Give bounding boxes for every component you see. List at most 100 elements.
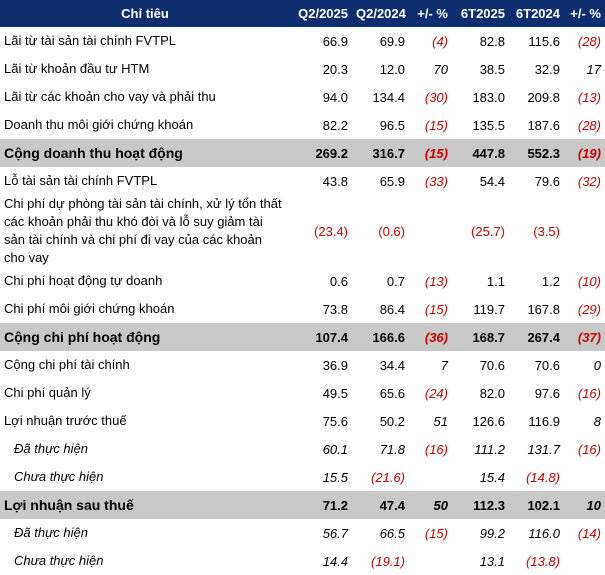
header-label: Chỉ tiêu	[0, 0, 290, 27]
cell-half-change: (28)	[577, 117, 601, 133]
cell-q2-2025: 71.2	[290, 491, 352, 519]
row-label: Lợi nhuận sau thuế	[0, 491, 290, 519]
cell-q2-2025: 43.8	[322, 173, 348, 189]
cell-half-change	[564, 463, 605, 491]
cell-half-change: (10)	[577, 273, 601, 289]
cell-q2-2024: 0.7	[386, 273, 405, 289]
cell-q2-2025: 73.8	[322, 301, 348, 317]
cell-half-change: (29)	[577, 301, 601, 317]
cell-6t2024: 267.4	[509, 323, 564, 351]
cell-half-change	[564, 195, 605, 267]
header-6t2024: 6T2024	[509, 0, 564, 27]
cell-6t2024: 115.6	[528, 33, 560, 49]
cell-half-change: 0	[593, 357, 601, 373]
cell-6t2024: (14.8)	[526, 469, 560, 485]
cell-q2-2025: 14.4	[322, 553, 348, 569]
cell-q2-2024: (0.6)	[378, 223, 405, 239]
cell-q2-2024: 65.6	[379, 385, 405, 401]
cell-q2-2024: 34.4	[379, 357, 405, 373]
cell-q2-2024: 316.7	[352, 139, 409, 167]
cell-6t2025: 15.4	[479, 469, 505, 485]
cell-q2-2025: 36.9	[322, 357, 348, 373]
cell-6t2024: (3.5)	[533, 223, 560, 239]
table-row: Lãi từ các khoản cho vay và phải thu 94.…	[0, 83, 605, 111]
cell-6t2025: 112.3	[452, 491, 509, 519]
cell-half-change: (14)	[577, 525, 601, 541]
cell-6t2025: 447.8	[452, 139, 509, 167]
cell-q2-2025: 269.2	[290, 139, 352, 167]
cell-q2-2025: 82.2	[322, 117, 348, 133]
cell-6t2024: 32.9	[534, 61, 560, 77]
row-label: Doanh thu môi giới chứng khoán	[4, 117, 194, 132]
cell-q2-2025: 0.6	[329, 273, 348, 289]
cell-quarter-change: (30)	[424, 89, 448, 105]
table-row: Đã thực hiện 60.1 71.8 (16) 111.2 131.7 …	[0, 435, 605, 463]
cell-quarter-change	[409, 195, 452, 267]
cell-q2-2024: 66.5	[379, 525, 405, 541]
cell-6t2024: 167.8	[527, 301, 560, 317]
cell-q2-2025: 75.6	[322, 413, 348, 429]
cell-q2-2024: (19.1)	[371, 553, 405, 569]
cell-q2-2024: 50.2	[379, 413, 405, 429]
cell-6t2024: 131.7	[527, 441, 560, 457]
cell-6t2025: 1.1	[486, 273, 505, 289]
row-label: Cộng chi phí hoạt động	[0, 323, 290, 351]
table-row: Chi phí quản lý 49.5 65.6 (24) 82.0 97.6…	[0, 379, 605, 407]
table-row: Chi phí dự phòng tài sản tài chính, xử l…	[0, 195, 605, 267]
row-label: Chi phí hoạt động tự doanh	[4, 273, 163, 288]
cell-quarter-change: (15)	[424, 301, 448, 317]
cell-q2-2025: 66.9	[322, 33, 348, 49]
cell-6t2025: 82.8	[479, 33, 505, 49]
cell-6t2025: 126.6	[472, 413, 505, 429]
cell-quarter-change: (15)	[424, 525, 448, 541]
cell-half-change: 10	[564, 491, 605, 519]
cell-6t2025: 38.5	[479, 61, 505, 77]
cell-q2-2025: 49.5	[322, 385, 348, 401]
cell-6t2024: 79.6	[534, 173, 560, 189]
cell-q2-2024: 96.5	[379, 117, 405, 133]
cell-6t2024: 187.6	[527, 117, 560, 133]
table-row: Lỗ tài sản tài chính FVTPL 43.8 65.9 (33…	[0, 167, 605, 195]
table-row: Lãi từ tài sản tài chính FVTPL 66.9 69.9…	[0, 27, 605, 55]
cell-q2-2025: 94.0	[322, 89, 348, 105]
header-q2-2024: Q2/2024	[352, 0, 409, 27]
row-label: Chưa thực hiện	[14, 469, 104, 484]
cell-6t2025: 13.1	[479, 553, 505, 569]
cell-q2-2024: 12.0	[379, 61, 405, 77]
cell-6t2024: 1.2	[541, 273, 560, 289]
row-label: Chưa thực hiện	[14, 553, 104, 568]
cell-q2-2024: 71.8	[379, 441, 405, 457]
cell-quarter-change: (36)	[409, 323, 452, 351]
cell-6t2025: 99.2	[479, 525, 505, 541]
cell-6t2025: 183.0	[472, 89, 505, 105]
table-row: Doanh thu môi giới chứng khoán 82.2 96.5…	[0, 111, 605, 139]
cell-q2-2024: 134.4	[372, 89, 405, 105]
cell-q2-2025: 56.7	[322, 525, 348, 541]
cell-quarter-change: (4)	[432, 33, 448, 49]
header-quarter-change: +/- %	[409, 0, 452, 27]
cell-half-change: 8	[593, 413, 601, 429]
cell-half-change: (13)	[577, 89, 601, 105]
cell-6t2025: 111.2	[474, 441, 505, 457]
table-row: Chưa thực hiện 15.5 (21.6) 15.4 (14.8)	[0, 463, 605, 491]
cell-half-change: (16)	[577, 441, 601, 457]
cell-q2-2024: 69.9	[379, 33, 405, 49]
cell-quarter-change: 50	[409, 491, 452, 519]
cell-6t2024: 116.0	[528, 525, 560, 541]
total-row: Cộng doanh thu hoạt động 269.2 316.7 (15…	[0, 139, 605, 167]
table-row: Chi phí môi giới chứng khoán 73.8 86.4 (…	[0, 295, 605, 323]
cell-quarter-change: (15)	[409, 139, 452, 167]
cell-6t2024: 70.6	[534, 357, 560, 373]
cell-6t2024: 116.9	[528, 413, 560, 429]
cell-6t2024: 102.1	[509, 491, 564, 519]
cell-6t2025: 82.0	[479, 385, 505, 401]
cell-quarter-change: 51	[433, 413, 448, 429]
cell-q2-2025: 20.3	[322, 61, 348, 77]
cell-6t2025: (25.7)	[471, 223, 505, 239]
cell-q2-2025: 107.4	[290, 323, 352, 351]
cell-half-change: 17	[586, 61, 601, 77]
cell-half-change: (28)	[577, 33, 601, 49]
cell-q2-2024: 65.9	[379, 173, 405, 189]
row-label: Chi phí môi giới chứng khoán	[4, 301, 175, 316]
